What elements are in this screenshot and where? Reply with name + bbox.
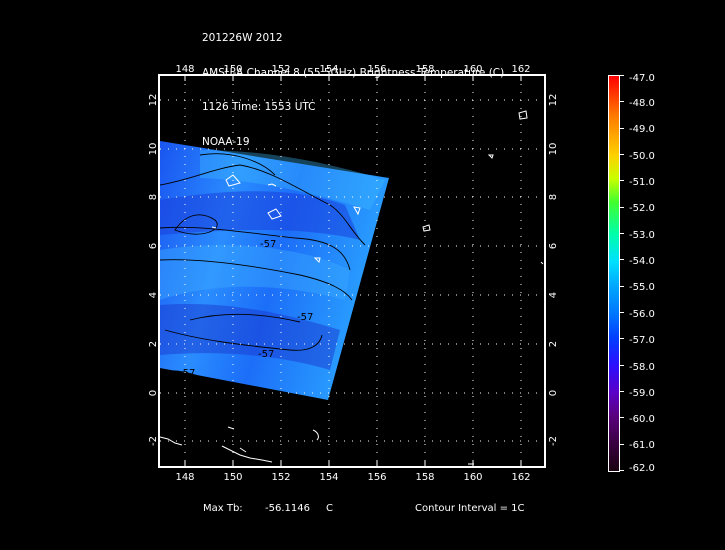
colorbar-tick — [619, 259, 624, 261]
max-tb-label: Max Tb: — [203, 503, 243, 514]
colorbar-tick — [619, 364, 624, 366]
lat-tick-right: 12 — [548, 94, 559, 107]
colorbar-label: -48.0 — [629, 98, 655, 109]
colorbar-tick — [619, 180, 624, 182]
colorbar-label: -61.0 — [629, 440, 655, 451]
title-satellite: NOAA-19 — [202, 135, 250, 148]
colorbar-tick — [619, 470, 624, 471]
colorbar — [608, 75, 620, 472]
colorbar-label: -58.0 — [629, 362, 655, 373]
lon-tick-bottom: 150 — [223, 472, 242, 483]
contour-label: -57 — [258, 349, 274, 360]
colorbar-label: -60.0 — [629, 414, 655, 425]
max-tb-unit: C — [326, 503, 333, 514]
colorbar-label: -59.0 — [629, 388, 655, 399]
colorbar-tick — [619, 443, 624, 445]
coastlines — [160, 110, 544, 465]
lat-tick-left: 2 — [148, 341, 159, 347]
lon-tick-bottom: 160 — [463, 472, 482, 483]
lat-tick-left: 6 — [148, 243, 159, 249]
lon-tick-top: 160 — [463, 64, 482, 75]
lon-tick-bottom: 148 — [175, 472, 194, 483]
max-tb-value: -56.1146 — [265, 503, 310, 514]
contour-lines — [160, 153, 366, 381]
lat-tick-left: 4 — [148, 292, 159, 298]
map-frame — [158, 74, 546, 468]
lon-tick-top: 162 — [511, 64, 530, 75]
colorbar-label: -55.0 — [629, 282, 655, 293]
lon-tick-bottom: 162 — [511, 472, 530, 483]
lon-tick-top: 152 — [271, 64, 290, 75]
lat-tick-right: -2 — [548, 436, 559, 446]
swath-band — [200, 150, 385, 210]
colorbar-tick — [619, 338, 624, 340]
colorbar-label: -49.0 — [629, 124, 655, 135]
colorbar-tick — [619, 75, 624, 76]
title-block: 201226W 2012 AMSU-A Channel 8 (55.5GHz) … — [202, 10, 504, 160]
lat-tick-left: -2 — [148, 436, 159, 446]
title-product: AMSU-A Channel 8 (55.5GHz) Brightness Te… — [202, 66, 505, 79]
lat-tick-left: 8 — [148, 194, 159, 200]
colorbar-tick — [619, 206, 624, 208]
swath-band — [160, 191, 360, 240]
colorbar-label: -62.0 — [629, 463, 655, 474]
colorbar-tick — [619, 417, 624, 419]
contour-label: -57 — [260, 239, 276, 250]
colorbar-label: -56.0 — [629, 309, 655, 320]
lon-tick-top: 156 — [367, 64, 386, 75]
contour-label: -57 — [179, 368, 195, 379]
colorbar-label: -54.0 — [629, 256, 655, 267]
lon-tick-bottom: 156 — [367, 472, 386, 483]
colorbar-tick — [619, 285, 624, 287]
lat-tick-right: 4 — [548, 292, 559, 298]
lon-tick-bottom: 154 — [319, 472, 338, 483]
colorbar-tick — [619, 312, 624, 313]
swath-band — [160, 245, 350, 300]
colorbar-label: -52.0 — [629, 203, 655, 214]
lon-tick-top: 148 — [175, 64, 194, 75]
title-storm: 201226W 2012 — [202, 32, 283, 44]
lat-tick-right: 0 — [548, 390, 559, 396]
lat-tick-right: 8 — [548, 194, 559, 200]
lat-tick-left: 12 — [148, 94, 159, 107]
colorbar-label: -50.0 — [629, 151, 655, 162]
contour-label: -57 — [297, 312, 313, 323]
lat-tick-left: 0 — [148, 390, 159, 396]
colorbar-ticks — [619, 75, 625, 472]
lon-tick-top: 154 — [319, 64, 338, 75]
lon-tick-bottom: 158 — [415, 472, 434, 483]
lat-tick-right: 10 — [548, 143, 559, 156]
lat-tick-right: 6 — [548, 243, 559, 249]
colorbar-label: -47.0 — [629, 73, 655, 84]
lat-tick-left: 10 — [148, 143, 159, 156]
colorbar-tick — [619, 233, 624, 234]
swath-layer — [160, 110, 544, 465]
lon-tick-top: 150 — [223, 64, 242, 75]
colorbar-label: -51.0 — [629, 177, 655, 188]
colorbar-tick — [619, 101, 624, 103]
lon-tick-top: 158 — [415, 64, 434, 75]
colorbar-tick — [619, 391, 624, 392]
colorbar-label: -53.0 — [629, 230, 655, 241]
contour-interval: Contour Interval = 1C — [415, 503, 525, 514]
graticule — [160, 76, 544, 466]
colorbar-label: -57.0 — [629, 335, 655, 346]
lon-tick-bottom: 152 — [271, 472, 290, 483]
title-time: 1126 Time: 1553 UTC — [202, 101, 316, 113]
colorbar-tick — [619, 154, 624, 155]
frame-ticks — [184, 75, 522, 467]
colorbar-tick — [619, 127, 624, 129]
lat-tick-right: 2 — [548, 341, 559, 347]
